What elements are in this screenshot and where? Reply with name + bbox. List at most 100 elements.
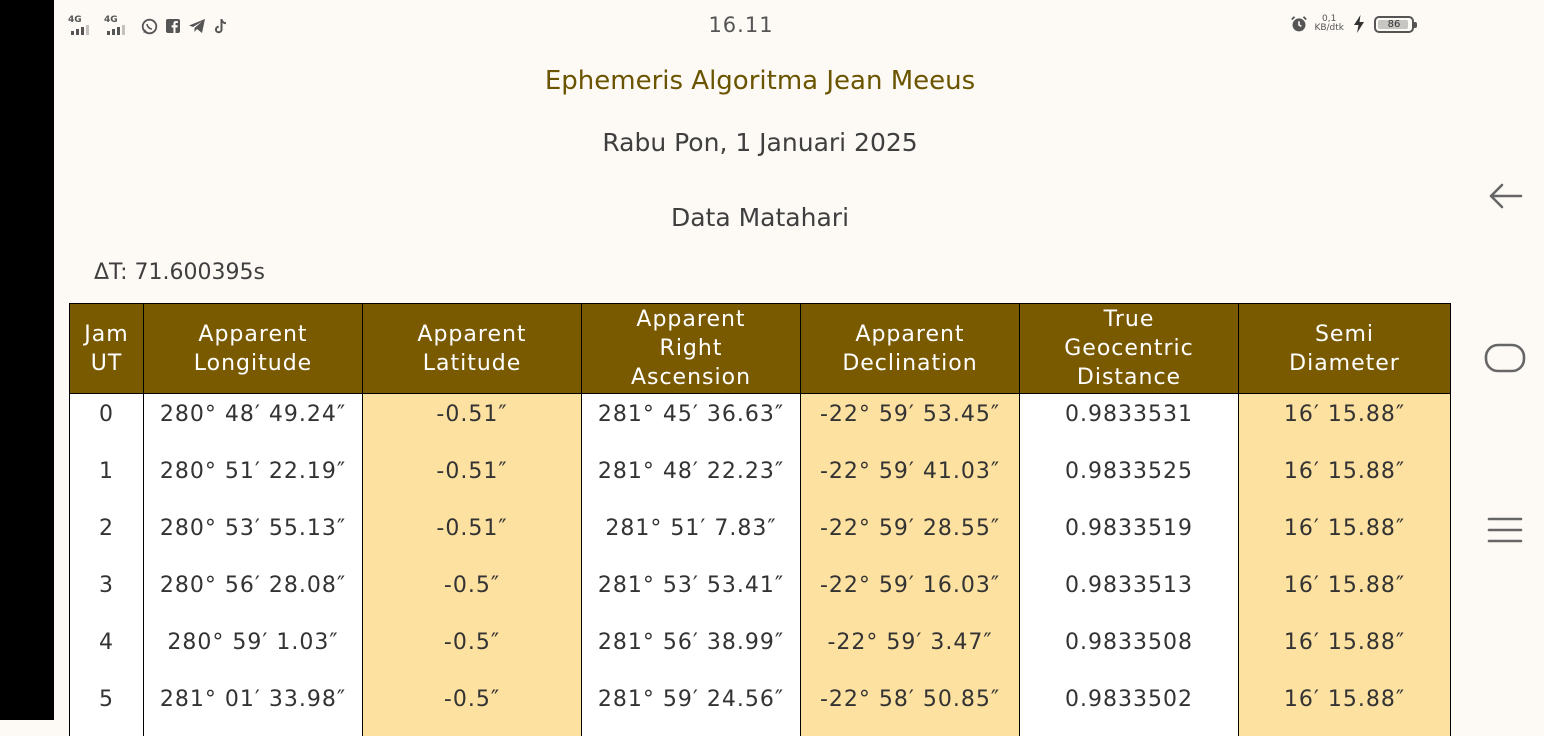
cell-latitude: -0.51″	[362, 450, 582, 508]
alarm-icon	[1290, 15, 1308, 33]
cell-right-ascension: 281° 53′ 53.41″	[581, 564, 801, 622]
table-row: 2 280° 53′ 55.13″ -0.51″ 281° 51′ 7.83″ -22°…	[69, 507, 1451, 565]
cell-semi-diameter: 16′ 15.88″	[1238, 621, 1451, 679]
header-line: Apparent	[636, 307, 746, 332]
battery-level: 86	[1387, 18, 1401, 30]
clock-time: 16.11	[708, 13, 774, 37]
telegram-icon	[188, 17, 206, 35]
cell-declination: -22° 58′ 50.85″	[800, 678, 1020, 736]
header-line: Apparent	[417, 321, 527, 347]
cell-distance: 0.9833513	[1019, 564, 1239, 622]
cell-right-ascension: 281° 56′ 38.99″	[581, 621, 801, 679]
header-line: Semi	[1314, 321, 1375, 347]
cell-semi-diameter: 16′ 15.88″	[1238, 678, 1451, 736]
cell-declination: -22° 59′ 3.47″	[800, 621, 1020, 679]
table-row: 4 280° 59′ 1.03″ -0.5″ 281° 56′ 38.99″ -22° …	[69, 621, 1451, 679]
header-jam-ut: Jam UT	[69, 303, 144, 394]
back-button[interactable]	[1485, 178, 1525, 218]
network-speed: 0,1 KB/dtk	[1314, 15, 1344, 33]
cell-latitude: -0.5″	[362, 678, 582, 736]
cell-right-ascension: 281° 51′ 7.83″	[581, 507, 801, 565]
header-line: Geocentric	[1064, 336, 1194, 361]
cell-distance: 0.9833502	[1019, 678, 1239, 736]
cell-jam-ut: 3	[69, 564, 144, 622]
battery-icon: 86	[1374, 15, 1417, 33]
left-black-bar	[0, 0, 54, 720]
cell-jam-ut: 4	[69, 621, 144, 679]
cell-distance: 0.9833508	[1019, 621, 1239, 679]
cell-latitude: -0.51″	[362, 393, 582, 451]
header-line: Right	[659, 336, 723, 361]
cell-declination: -22° 59′ 41.03″	[800, 450, 1020, 508]
cell-jam-ut: 5	[69, 678, 144, 736]
back-icon	[1487, 181, 1523, 215]
header-line: Apparent	[198, 321, 308, 347]
cell-latitude: -0.51″	[362, 507, 582, 565]
header-line: True	[1103, 307, 1155, 332]
cell-semi-diameter: 16′ 15.88″	[1238, 450, 1451, 508]
cell-jam-ut: 2	[69, 507, 144, 565]
cell-right-ascension: 281° 59′ 24.56″	[581, 678, 801, 736]
cell-jam-ut: 1	[69, 450, 144, 508]
header-apparent-longitude: Apparent Longitude	[143, 303, 363, 394]
navigation-bar	[1466, 0, 1544, 720]
cell-declination: -22° 59′ 28.55″	[800, 507, 1020, 565]
table-row: 1 280° 51′ 22.19″ -0.51″ 281° 48′ 22.23″ -22…	[69, 450, 1451, 508]
home-icon	[1484, 343, 1526, 377]
menu-button[interactable]	[1485, 512, 1525, 552]
table-header: Jam UT Apparent Longitude Apparent Latitude Ap…	[69, 303, 1451, 394]
header-line: UT	[90, 350, 123, 376]
signal-strength-icon-sim2: 4G	[104, 15, 134, 37]
header-line: Ascension	[630, 365, 752, 390]
cell-distance: 0.9833519	[1019, 507, 1239, 565]
header-line: Latitude	[422, 350, 522, 376]
table-row: 0 280° 48′ 49.24″ -0.51″ 281° 45′ 36.63″ -22…	[69, 393, 1451, 451]
cell-distance: 0.9833525	[1019, 450, 1239, 508]
cell-distance: 0.9833531	[1019, 393, 1239, 451]
status-bar: 4G 4G 16.11 0,1 KB/dtk	[54, 0, 1444, 52]
header-semi-diameter: Semi Diameter	[1238, 303, 1451, 394]
delta-t-value: ΔT: 71.600395s	[94, 260, 265, 285]
table-row: 3 280° 56′ 28.08″ -0.5″ 281° 53′ 53.41″ -22°…	[69, 564, 1451, 622]
cell-semi-diameter: 16′ 15.88″	[1238, 564, 1451, 622]
table-row: 5 281° 01′ 33.98″ -0.5″ 281° 59′ 24.56″ -22°…	[69, 678, 1451, 736]
cell-longitude: 280° 56′ 28.08″	[143, 564, 363, 622]
home-button[interactable]	[1484, 340, 1526, 380]
cell-right-ascension: 281° 48′ 22.23″	[581, 450, 801, 508]
whatsapp-icon	[140, 17, 158, 35]
page-title: Ephemeris Algoritma Jean Meeus	[544, 66, 976, 96]
header-true-geocentric-distance: True Geocentric Distance	[1019, 303, 1239, 394]
section-title: Data Matahari	[670, 203, 850, 232]
header-line: Apparent	[855, 321, 965, 347]
header-line: Longitude	[193, 350, 313, 376]
header-apparent-declination: Apparent Declination	[800, 303, 1020, 394]
header-apparent-latitude: Apparent Latitude	[362, 303, 582, 394]
network-type-label: 4G	[104, 15, 118, 25]
cell-longitude: 280° 53′ 55.13″	[143, 507, 363, 565]
cell-latitude: -0.5″	[362, 621, 582, 679]
charging-icon	[1350, 15, 1368, 33]
network-speed-unit: KB/dtk	[1314, 23, 1344, 33]
header-line: Distance	[1076, 365, 1182, 390]
cell-longitude: 281° 01′ 33.98″	[143, 678, 363, 736]
network-speed-value: 0,1	[1322, 14, 1337, 24]
status-left-group: 4G 4G	[68, 15, 230, 37]
cell-jam-ut: 0	[69, 393, 144, 451]
table-body: 0 280° 48′ 49.24″ -0.51″ 281° 45′ 36.63″ -22…	[69, 393, 1451, 736]
header-line: Declination	[842, 350, 978, 376]
facebook-icon	[164, 17, 182, 35]
cell-declination: -22° 59′ 53.45″	[800, 393, 1020, 451]
cell-declination: -22° 59′ 16.03″	[800, 564, 1020, 622]
cell-latitude: -0.5″	[362, 564, 582, 622]
status-right-group: 0,1 KB/dtk 86	[1290, 15, 1417, 33]
menu-icon	[1487, 515, 1523, 549]
network-type-label: 4G	[68, 15, 82, 25]
tiktok-icon	[212, 17, 230, 35]
header-apparent-right-ascension: Apparent Right Ascension	[581, 303, 801, 394]
header-line: Diameter	[1289, 350, 1400, 376]
cell-longitude: 280° 48′ 49.24″	[143, 393, 363, 451]
header-line: Jam	[84, 321, 129, 347]
cell-longitude: 280° 59′ 1.03″	[143, 621, 363, 679]
signal-strength-icon-sim1: 4G	[68, 15, 98, 37]
ephemeris-table: Jam UT Apparent Longitude Apparent Latitude Ap…	[69, 303, 1451, 736]
